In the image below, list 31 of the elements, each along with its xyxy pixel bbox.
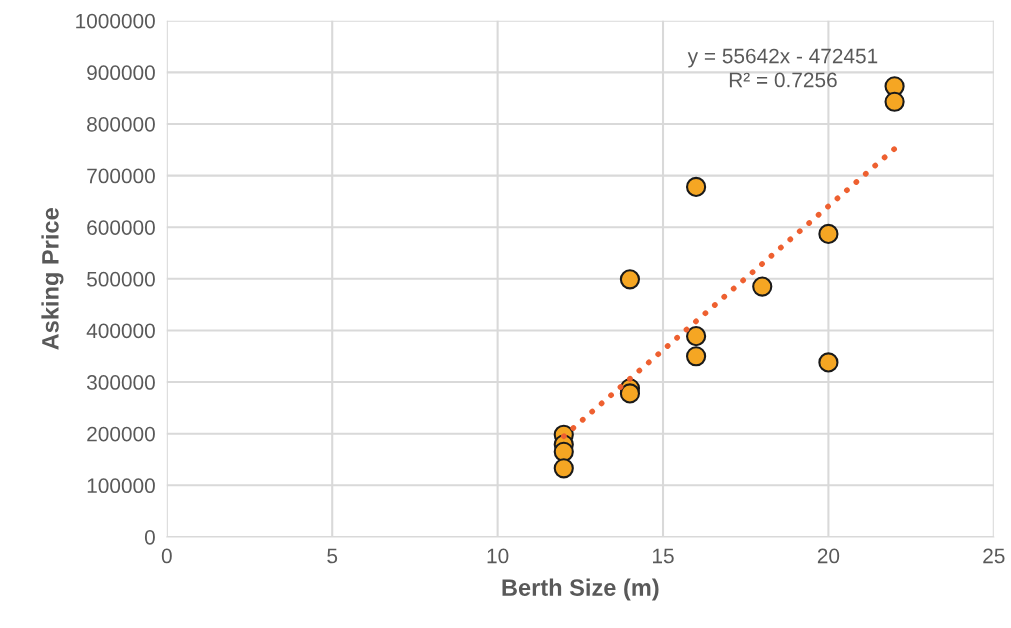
point: [686, 326, 707, 347]
point: [619, 383, 641, 404]
x-tick-label: 10: [487, 548, 509, 564]
y-tick-label: 200000: [87, 426, 155, 442]
point: [686, 176, 707, 198]
y-tick-label: 800000: [87, 116, 155, 132]
x-tick-label: 20: [817, 548, 840, 564]
point: [686, 346, 707, 367]
point: [818, 223, 839, 245]
annotation: y = 55642x - 472451 R² = 0.7256: [687, 48, 878, 88]
y-tick-label: 0: [144, 529, 155, 545]
x-axis-title: Berth Size (m): [502, 578, 659, 601]
point: [619, 269, 641, 290]
y-tick-label: 100000: [87, 478, 155, 494]
y-tick-label: 900000: [87, 65, 155, 81]
y-tick-label: 400000: [86, 323, 155, 339]
y-tick-label: 700000: [87, 168, 155, 184]
x-tick-label: 5: [327, 548, 338, 564]
x-tick-label: 0: [161, 548, 172, 564]
point: [884, 91, 905, 112]
y-tick-label: 1000000: [76, 13, 155, 29]
point: [553, 458, 574, 479]
y-tick-label: 300000: [86, 375, 155, 390]
point: [752, 276, 773, 297]
point: [553, 441, 574, 462]
y-tick-label: 600000: [87, 220, 155, 235]
y-tick-label: 500000: [87, 271, 155, 287]
point: [818, 352, 839, 373]
x-tick-label: 15: [653, 548, 674, 564]
x-tick-label: 25: [983, 548, 1005, 564]
y-axis-title: Asking Price: [41, 208, 64, 350]
